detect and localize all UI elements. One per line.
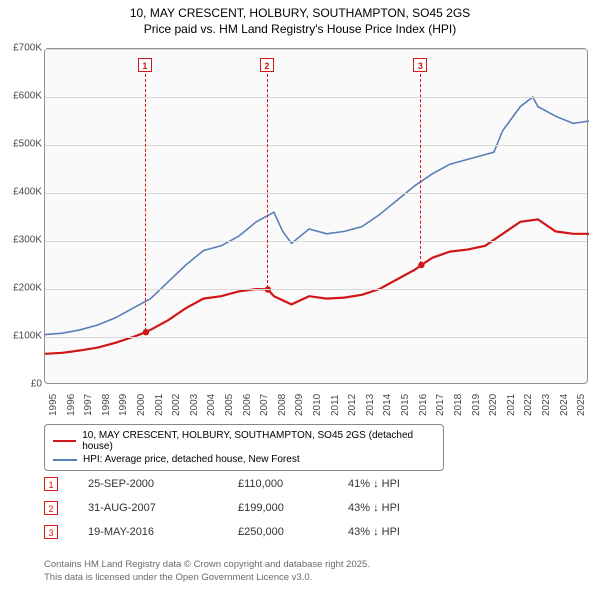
y-tick-label: £700K [2,43,42,54]
x-tick-label: 2015 [400,394,411,416]
x-tick-label: 2023 [541,394,552,416]
y-tick-label: £400K [2,187,42,198]
x-tick-label: 2006 [242,394,253,416]
footer-line-1: Contains HM Land Registry data © Crown c… [44,559,370,571]
x-tick-label: 2002 [171,394,182,416]
x-tick-label: 1996 [66,394,77,416]
x-tick-label: 2022 [523,394,534,416]
x-tick-label: 1997 [83,394,94,416]
marker-box-3: 3 [413,58,427,72]
sales-row: 2 31-AUG-2007£199,00043% ↓ HPI [44,496,448,520]
legend-label: 10, MAY CRESCENT, HOLBURY, SOUTHAMPTON, … [82,430,435,452]
sales-diff: 43% ↓ HPI [348,526,448,538]
x-tick-label: 1998 [101,394,112,416]
chart-plot-area [44,48,588,384]
x-tick-label: 2012 [347,394,358,416]
marker-line-3 [420,74,421,264]
footer-line-2: This data is licensed under the Open Gov… [44,572,370,584]
marker-dot-3 [418,262,424,268]
x-tick-label: 2007 [259,394,270,416]
footer-attribution: Contains HM Land Registry data © Crown c… [44,559,370,584]
sales-row: 1 25-SEP-2000£110,00041% ↓ HPI [44,472,448,496]
series-property [45,219,589,353]
sales-date: 19-MAY-2016 [88,526,238,538]
marker-box-2: 2 [260,58,274,72]
sales-marker: 1 [44,477,58,491]
sales-price: £250,000 [238,526,348,538]
y-tick-label: £500K [2,139,42,150]
sales-date: 25-SEP-2000 [88,478,238,490]
x-tick-label: 2010 [312,394,323,416]
x-tick-label: 2004 [206,394,217,416]
legend-swatch [53,459,77,461]
sales-price: £110,000 [238,478,348,490]
x-tick-label: 2013 [365,394,376,416]
marker-line-1 [145,74,146,331]
y-tick-label: £600K [2,91,42,102]
y-tick-label: £100K [2,331,42,342]
sales-diff: 41% ↓ HPI [348,478,448,490]
sales-row: 3 19-MAY-2016£250,00043% ↓ HPI [44,520,448,544]
marker-box-1: 1 [138,58,152,72]
x-tick-label: 2011 [330,394,341,416]
x-tick-label: 2008 [277,394,288,416]
sales-marker: 2 [44,501,58,515]
legend: 10, MAY CRESCENT, HOLBURY, SOUTHAMPTON, … [44,424,444,471]
sales-table: 1 25-SEP-2000£110,00041% ↓ HPI 2 31-AUG-200… [44,472,448,544]
x-tick-label: 2000 [136,394,147,416]
legend-row: 10, MAY CRESCENT, HOLBURY, SOUTHAMPTON, … [53,429,435,453]
chart-title: 10, MAY CRESCENT, HOLBURY, SOUTHAMPTON, … [0,0,600,39]
chart-svg [45,49,589,385]
x-tick-label: 2024 [559,394,570,416]
x-tick-label: 2014 [382,394,393,416]
x-tick-label: 2017 [435,394,446,416]
x-tick-label: 2005 [224,394,235,416]
x-tick-label: 2001 [154,394,165,416]
sales-price: £199,000 [238,502,348,514]
sales-marker: 3 [44,525,58,539]
legend-swatch [53,440,76,442]
y-tick-label: £300K [2,235,42,246]
title-line-1: 10, MAY CRESCENT, HOLBURY, SOUTHAMPTON, … [0,6,600,22]
x-tick-label: 2009 [294,394,305,416]
x-tick-label: 2016 [418,394,429,416]
legend-row: HPI: Average price, detached house, New … [53,453,435,466]
y-tick-label: £200K [2,283,42,294]
marker-line-2 [267,74,268,288]
sales-date: 31-AUG-2007 [88,502,238,514]
sales-diff: 43% ↓ HPI [348,502,448,514]
x-tick-label: 1995 [48,394,59,416]
series-hpi [45,97,589,335]
x-tick-label: 2019 [471,394,482,416]
x-tick-label: 1999 [118,394,129,416]
legend-label: HPI: Average price, detached house, New … [83,454,300,465]
x-tick-label: 2021 [506,394,517,416]
x-tick-label: 2018 [453,394,464,416]
y-tick-label: £0 [2,379,42,390]
title-line-2: Price paid vs. HM Land Registry's House … [0,22,600,38]
marker-dot-1 [143,329,149,335]
x-tick-label: 2025 [576,394,587,416]
x-tick-label: 2003 [189,394,200,416]
x-tick-label: 2020 [488,394,499,416]
